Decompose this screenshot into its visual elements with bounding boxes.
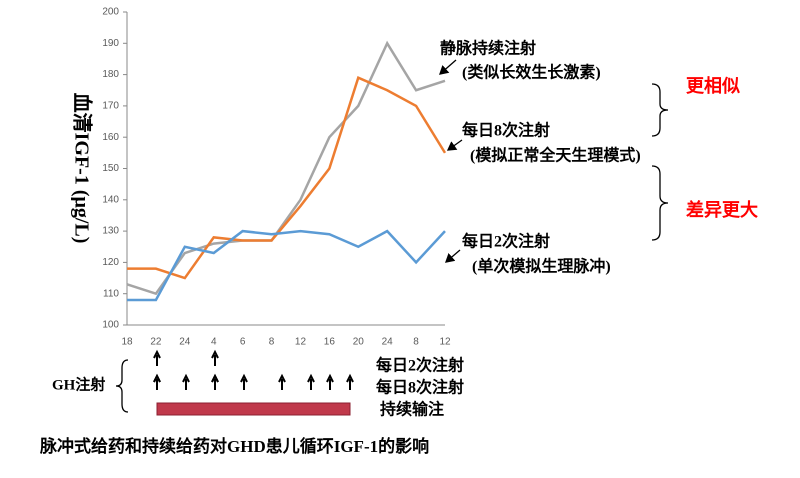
injection-row: 每日8次注射 [376, 378, 464, 397]
series-line [126, 40, 446, 296]
x-tick-label: 18 [121, 337, 133, 348]
y-axis-label: 血清IGF-1 (μg/L) [70, 93, 94, 244]
x-tick-label: 22 [150, 337, 162, 348]
x-tick-label: 24 [179, 337, 191, 348]
y-tick-label: 200 [102, 7, 119, 18]
series-label: 每日2次注射 [462, 232, 550, 251]
injection-arrow [346, 373, 354, 390]
y-tick-label: 190 [102, 38, 119, 49]
y-tick-label: 100 [102, 320, 119, 331]
y-tick-label: 150 [102, 163, 119, 174]
injection-arrow [278, 373, 286, 390]
annotation-arrow [446, 139, 463, 151]
series-line [127, 229, 446, 302]
x-tick-label: 12 [295, 337, 307, 348]
injection-arrow [326, 373, 334, 390]
series-note: (类似长效生长激素) [462, 63, 601, 82]
series-label: 静脉持续注射 [440, 39, 536, 58]
series-note: (单次模拟生理脉冲) [472, 257, 611, 276]
y-tick-label: 160 [102, 132, 119, 143]
x-tick-label: 16 [324, 337, 336, 348]
x-tick-label: 8 [269, 337, 275, 348]
brace [651, 165, 669, 241]
y-tick-label: 120 [102, 257, 119, 268]
chart-title: 脉冲式给药和持续给药对GHD患儿循环IGF-1的影响 [39, 436, 429, 456]
brace [651, 83, 669, 137]
x-tick-label: 8 [413, 337, 419, 348]
y-tick-label: 140 [102, 194, 119, 205]
y-tick-label: 110 [103, 288, 119, 299]
brace [115, 359, 129, 413]
injection-arrow [153, 373, 161, 390]
x-tick-label: 12 [439, 337, 451, 348]
y-tick-label: 180 [102, 69, 119, 80]
series-note: (模拟正常全天生理模式) [470, 146, 641, 165]
injection-arrow [153, 349, 161, 366]
x-tick-label: 4 [211, 337, 217, 348]
y-tick-label: 130 [102, 226, 119, 237]
annotation: 差异更大 [686, 199, 758, 220]
x-tick-label: 20 [353, 337, 365, 348]
series-label: 每日8次注射 [462, 121, 550, 140]
injection-row: 持续输注 [380, 400, 444, 419]
series-line [127, 76, 447, 280]
x-tick-label: 6 [240, 337, 246, 348]
injection-row: 每日2次注射 [376, 356, 464, 375]
annotation-arrow [439, 59, 457, 75]
injection-arrow [211, 349, 219, 366]
x-tick-label: 24 [382, 337, 394, 348]
annotation-arrow [445, 249, 461, 263]
injection-arrow [182, 373, 190, 390]
injection-arrow [211, 373, 219, 390]
injection-arrow [307, 373, 315, 390]
injection-arrow [240, 373, 248, 390]
injection-label: GH注射 [52, 375, 105, 393]
infusion-bar [156, 402, 351, 416]
annotation: 更相似 [686, 76, 740, 96]
y-tick-label: 170 [102, 101, 119, 112]
